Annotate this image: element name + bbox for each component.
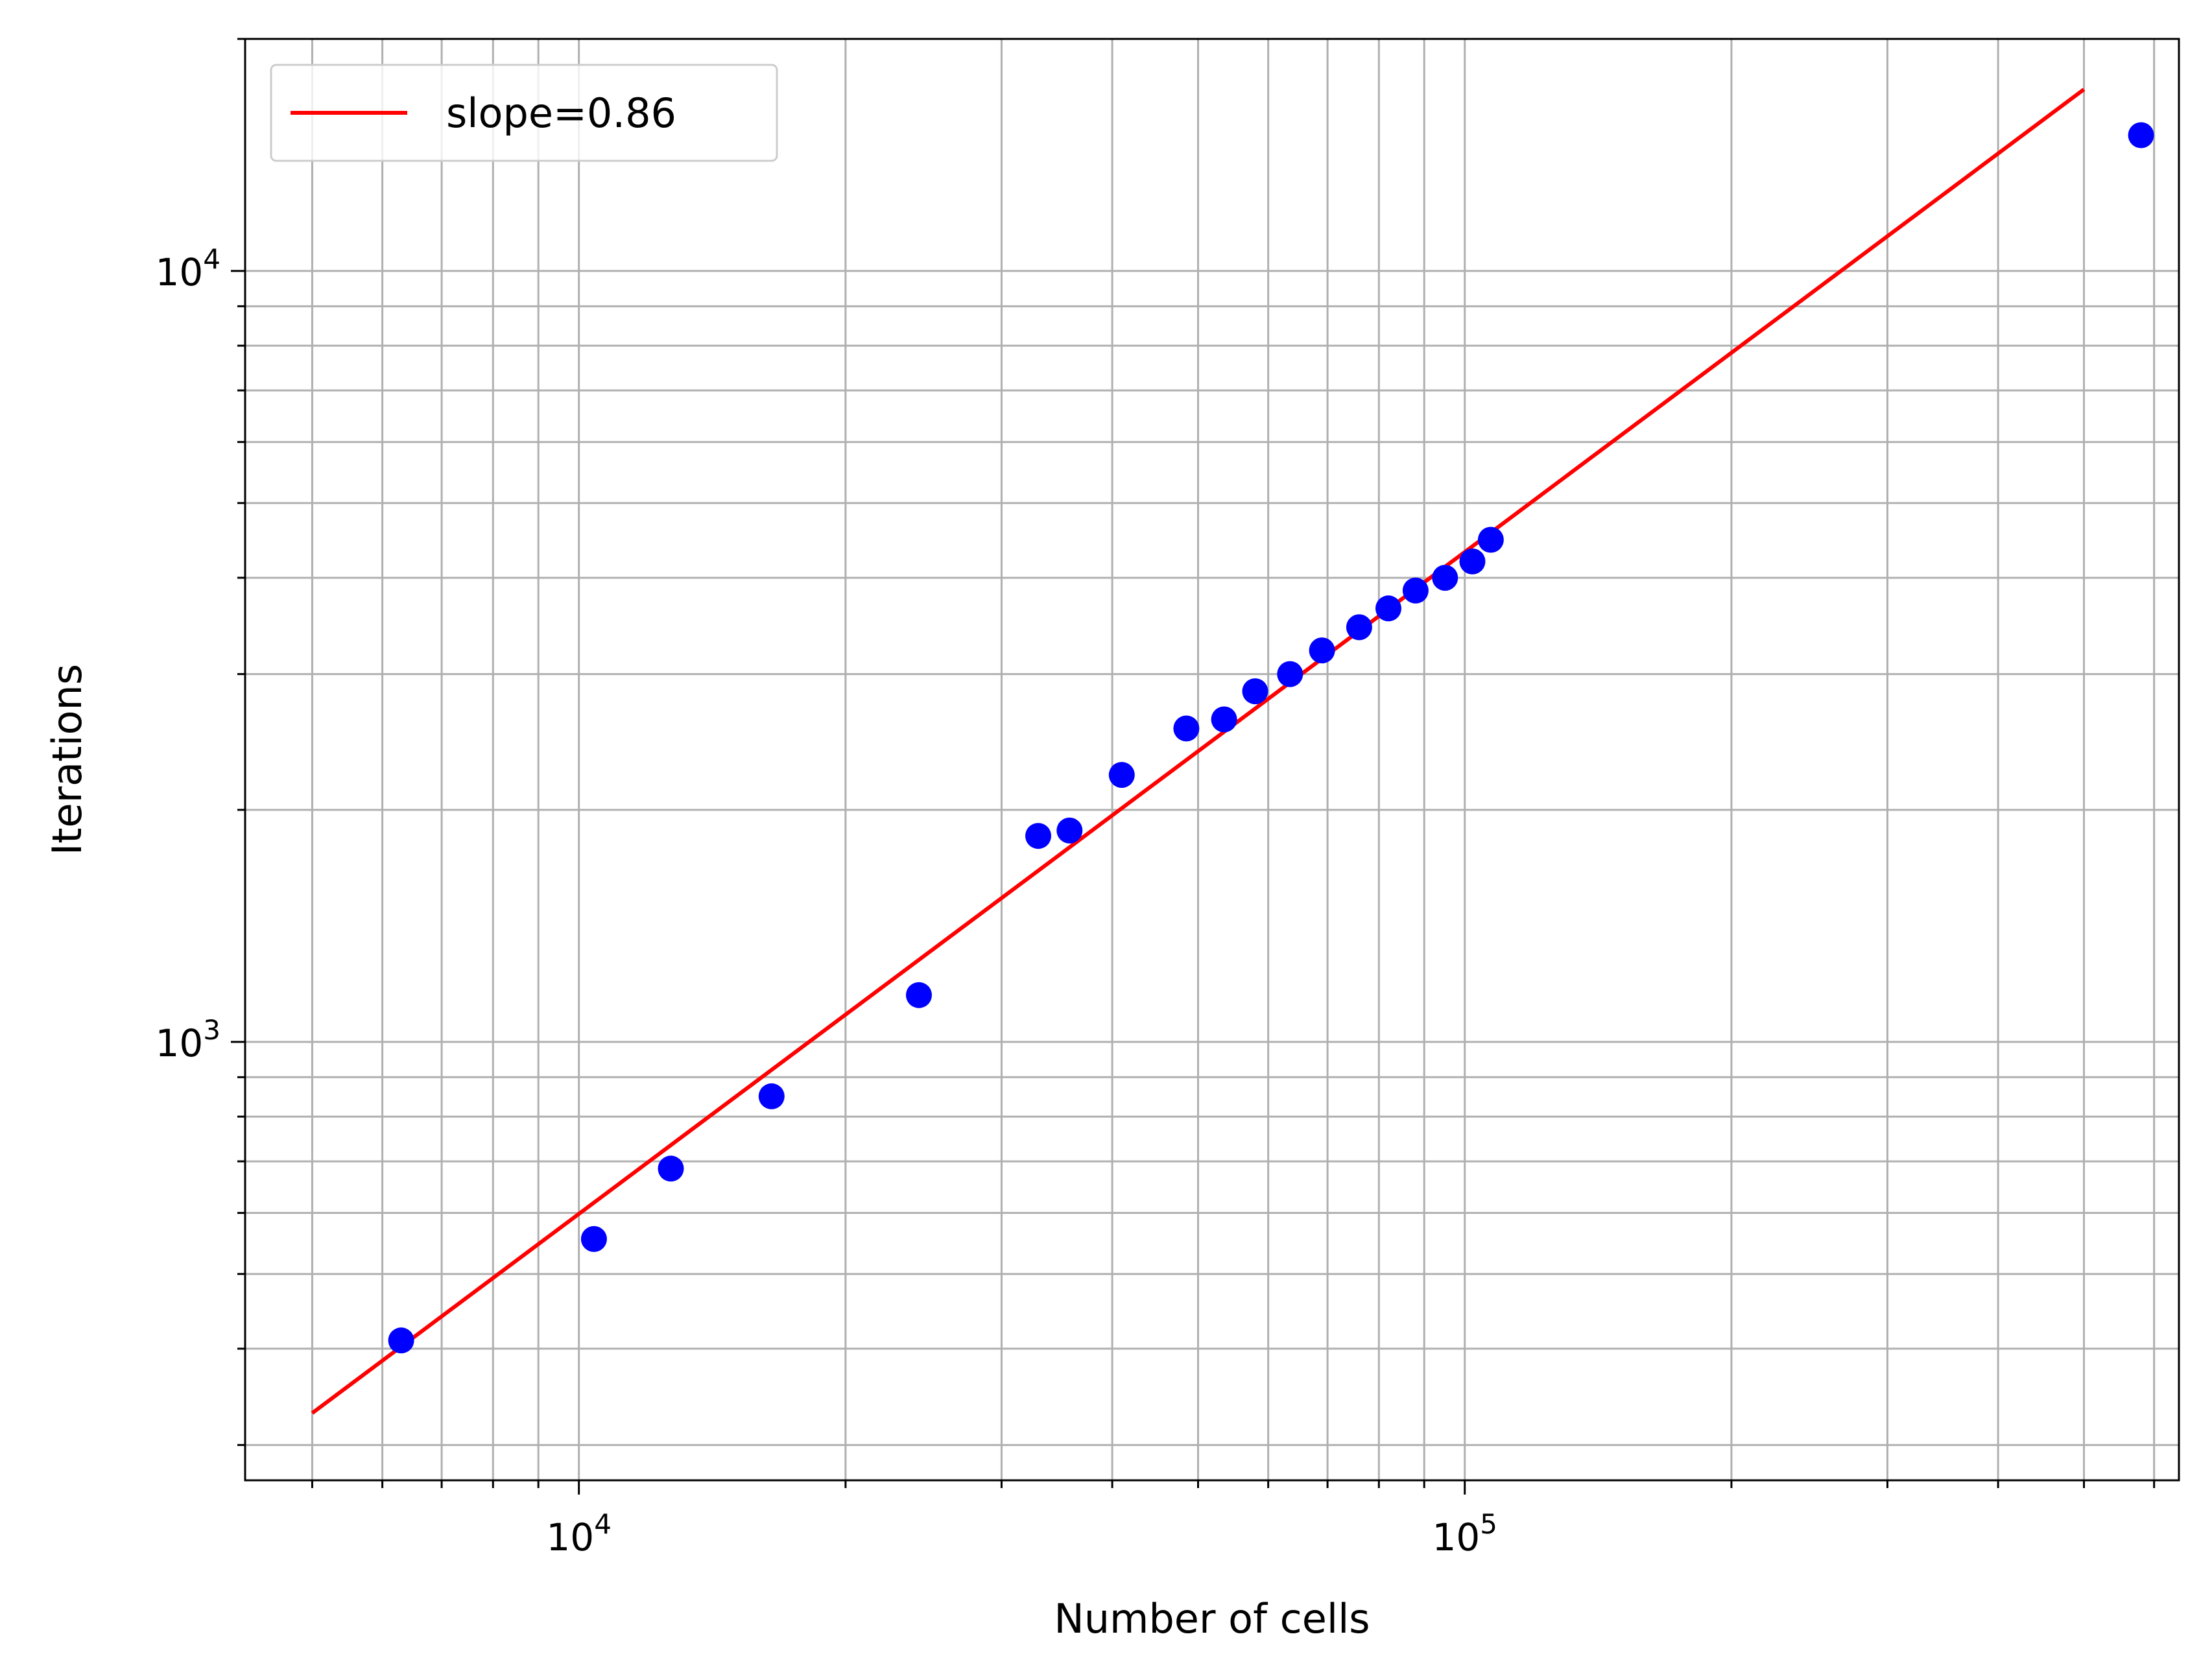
data-point [388,1327,414,1354]
minor-grid [245,38,2179,1480]
x-tick-label: 104 [546,1508,612,1559]
data-point [1432,565,1458,591]
legend-box [270,64,778,162]
x-tick-label: 105 [1432,1508,1497,1559]
x-axis-label: Number of cells [1054,1595,1370,1642]
legend: slope=0.86 [270,64,778,162]
data-point [1402,577,1429,604]
legend-entry-label: slope=0.86 [446,89,676,137]
data-point [658,1155,684,1182]
data-point [2128,122,2154,148]
data-point [1459,548,1486,574]
data-point [1056,817,1083,844]
data-point [1375,595,1401,622]
data-point [1277,661,1303,687]
plot-frame [244,38,2180,1482]
fit-line-layer [311,88,2086,1415]
tick-labels: 104 105 103 104 [155,243,1497,1559]
data-point [1309,637,1335,664]
data-point [758,1083,785,1109]
data-point [1346,614,1372,641]
y-axis-label: Iterations [43,664,91,855]
data-point [1173,715,1200,742]
data-point [1242,678,1268,705]
data-point [906,982,932,1008]
fit-line [311,88,2086,1415]
data-point [1211,706,1237,733]
data-point [1108,762,1135,788]
major-grid [245,39,2179,1480]
y-tick-label: 103 [155,1014,220,1065]
data-point [1025,823,1051,849]
data-point [580,1225,607,1252]
axis-ticks [231,38,2156,1495]
y-tick-label: 104 [155,243,220,294]
scatter-points [388,122,2154,1354]
data-point [1477,526,1504,553]
